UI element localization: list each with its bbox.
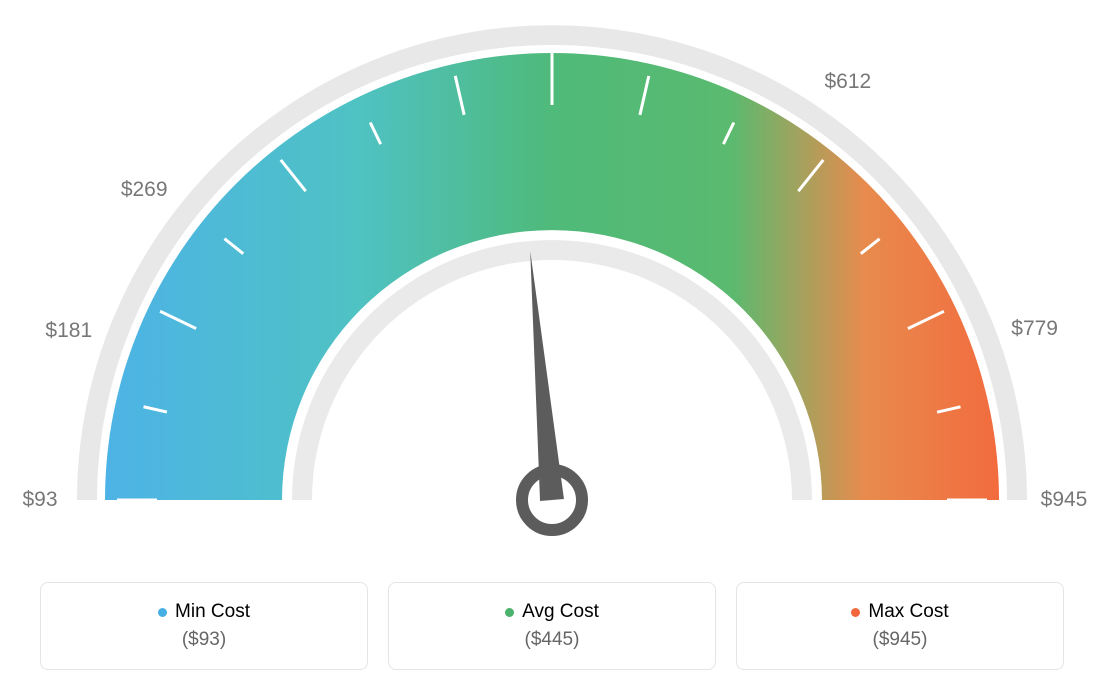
legend-avg-value: ($445) — [399, 629, 705, 651]
legend-min-value: ($93) — [51, 629, 357, 651]
legend-row: Min Cost ($93) Avg Cost ($445) Max Cost … — [0, 582, 1104, 670]
legend-avg-label: Avg Cost — [522, 601, 599, 623]
gauge-tick-label: $945 — [1041, 488, 1088, 512]
gauge-area: $93$181$269$445$612$779$945 — [0, 0, 1104, 560]
cost-gauge-container: $93$181$269$445$612$779$945 Min Cost ($9… — [0, 0, 1104, 690]
gauge-tick-label: $181 — [45, 319, 92, 343]
dot-min-icon — [158, 608, 167, 617]
gauge-needle — [530, 251, 564, 501]
legend-min-card: Min Cost ($93) — [40, 582, 368, 670]
legend-max-title: Max Cost — [851, 601, 948, 623]
dot-avg-icon — [505, 608, 514, 617]
gauge-tick-label: $612 — [825, 70, 872, 94]
legend-max-card: Max Cost ($945) — [736, 582, 1064, 670]
legend-avg-card: Avg Cost ($445) — [388, 582, 716, 670]
legend-avg-title: Avg Cost — [505, 601, 599, 623]
legend-max-value: ($945) — [747, 629, 1053, 651]
gauge-tick-label: $269 — [121, 178, 168, 202]
dot-max-icon — [851, 608, 860, 617]
gauge-tick-label: $93 — [22, 488, 57, 512]
legend-min-title: Min Cost — [158, 601, 250, 623]
legend-min-label: Min Cost — [175, 601, 250, 623]
legend-max-label: Max Cost — [868, 601, 948, 623]
gauge-tick-label: $779 — [1011, 317, 1058, 341]
gauge-svg — [0, 0, 1104, 560]
